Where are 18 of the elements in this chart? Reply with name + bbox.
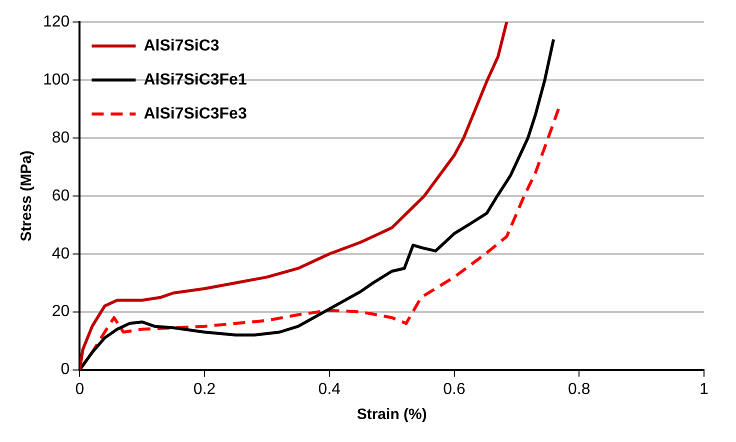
y-tick-label: 100	[42, 71, 70, 88]
x-axis-title: Strain (%)	[356, 406, 427, 424]
y-axis-title: Stress (MPa)	[18, 150, 36, 242]
y-tick-label: 0	[60, 361, 70, 378]
y-tick-label: 40	[52, 245, 70, 262]
legend-label: AlSi7SiC3Fe3	[144, 105, 247, 122]
y-tick-label: 60	[52, 187, 70, 204]
legend-label: AlSi7SiC3Fe1	[144, 71, 247, 88]
x-tick-label: 0.6	[443, 380, 466, 398]
x-tick-label: 0.4	[318, 380, 341, 398]
x-tick-label: 0.8	[568, 380, 590, 398]
legend-label: AlSi7SiC3	[144, 37, 220, 54]
y-tick-label: 20	[52, 303, 70, 320]
x-tick-label: 0	[75, 380, 84, 398]
x-tick-label: 0.2	[193, 380, 216, 398]
y-tick-label: 120	[42, 13, 70, 30]
y-tick-label: 80	[52, 129, 70, 146]
x-tick-label: 1	[700, 380, 709, 398]
